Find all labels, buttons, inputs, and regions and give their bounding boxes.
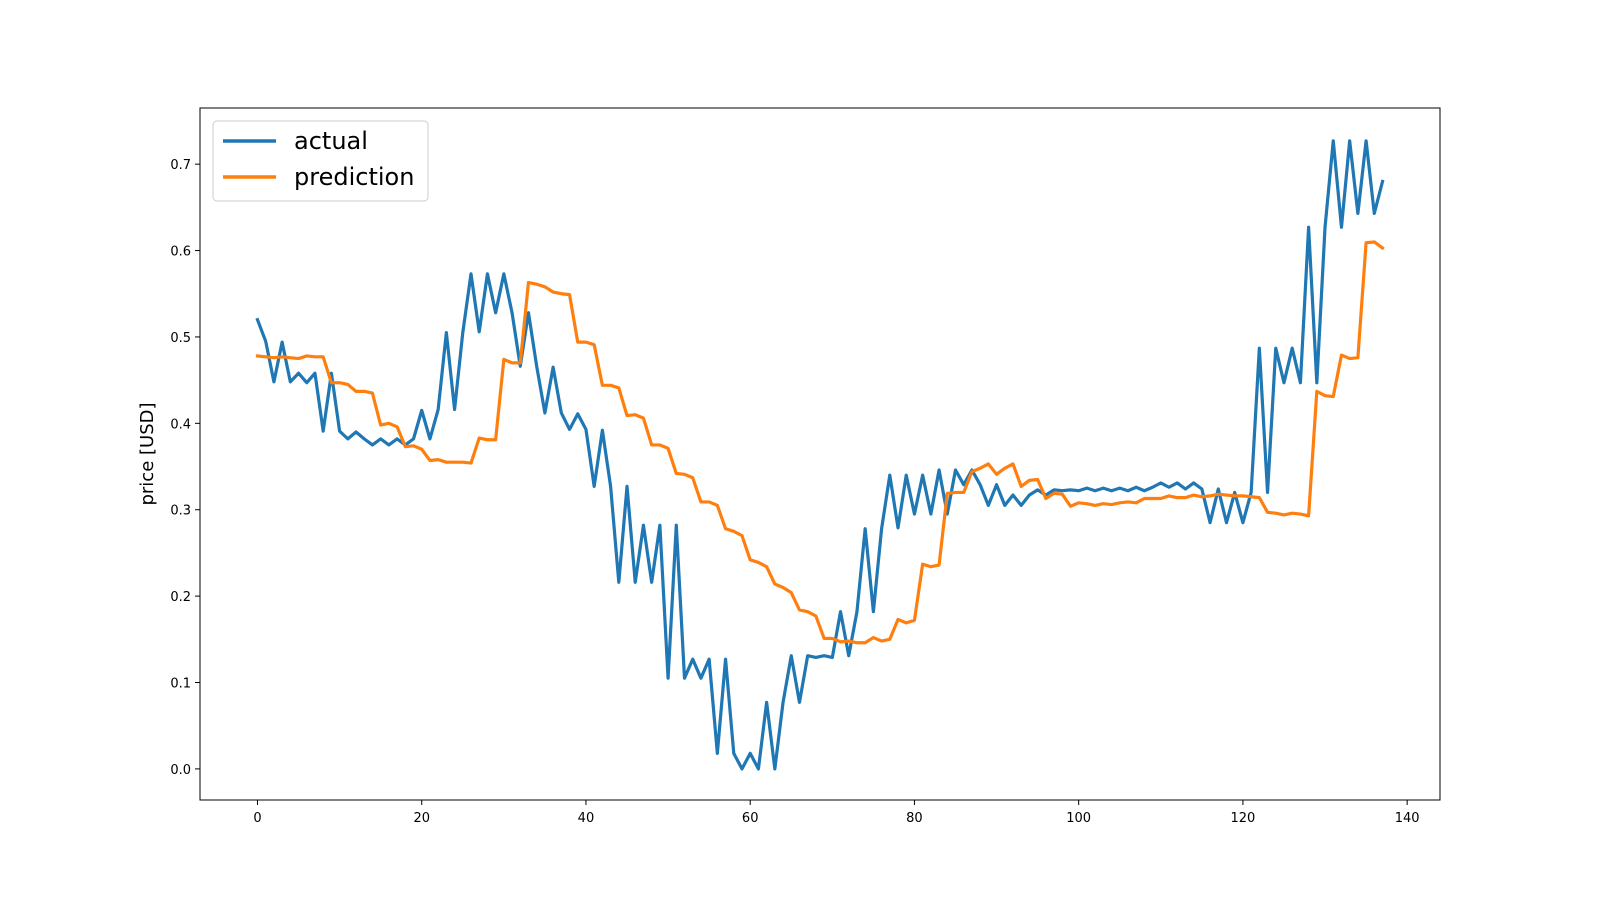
y-tick-label: 0.3 xyxy=(170,504,191,519)
x-tick-label: 80 xyxy=(906,811,923,826)
series-line-prediction xyxy=(255,240,1385,645)
x-tick-label: 40 xyxy=(578,811,595,826)
y-tick-label: 0.4 xyxy=(170,417,191,432)
x-tick-label: 100 xyxy=(1066,811,1091,826)
x-axis: 0 20 40 60 80 100 120 140 xyxy=(253,800,1420,826)
x-tick-label: 0 xyxy=(253,811,261,826)
x-tick-label: 20 xyxy=(413,811,430,826)
series-layer xyxy=(255,139,1385,771)
y-tick-label: 0.2 xyxy=(170,590,191,605)
y-tick-label: 0.0 xyxy=(170,763,191,778)
x-tick-label: 120 xyxy=(1230,811,1255,826)
plot-frame xyxy=(199,107,1441,801)
legend: actual prediction xyxy=(212,120,429,202)
series-line-actual xyxy=(255,139,1385,771)
y-tick-label: 0.6 xyxy=(170,245,191,260)
legend-label-prediction: prediction xyxy=(294,163,414,191)
x-tick-label: 60 xyxy=(742,811,759,826)
y-axis: 0.0 0.1 0.2 0.3 0.4 0.5 0.6 0.7 xyxy=(170,158,200,778)
y-tick-label: 0.7 xyxy=(170,158,191,173)
legend-label-actual: actual xyxy=(294,127,368,155)
y-tick-label: 0.1 xyxy=(170,677,191,692)
x-tick-label: 140 xyxy=(1395,811,1420,826)
y-tick-label: 0.5 xyxy=(170,331,191,346)
y-axis-title: price [USD] xyxy=(137,402,158,505)
